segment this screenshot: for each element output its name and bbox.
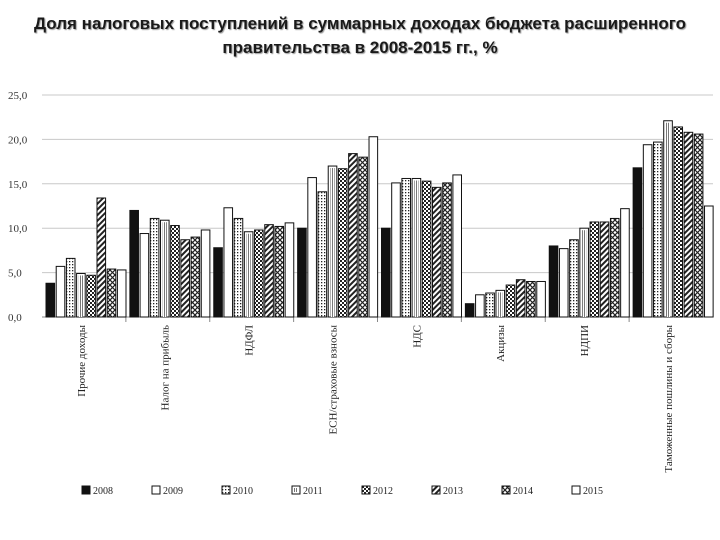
bar-2008 (464, 303, 475, 318)
category-label: НДФЛ (244, 324, 256, 355)
bar-2008 (129, 209, 139, 318)
bar-2010 (401, 177, 411, 318)
bar-2008 (381, 227, 391, 318)
bars (45, 120, 714, 318)
bar-2015 (620, 208, 630, 318)
bar-2010 (65, 257, 76, 318)
bar-2009 (642, 144, 653, 318)
bar-2015 (200, 229, 211, 318)
bar-2014 (693, 133, 704, 318)
bar-2014 (358, 156, 368, 318)
bar-2012 (505, 284, 516, 318)
bar-2009 (307, 177, 317, 318)
legend-label: 2015 (583, 486, 603, 497)
bar-2011-fill (498, 292, 503, 317)
bar-2009 (558, 248, 569, 318)
bar-2008 (45, 282, 56, 318)
bar-2011-fill (414, 180, 419, 317)
legend-label: 2011 (303, 486, 323, 497)
bar-2012 (589, 221, 600, 318)
bar-2008 (297, 227, 307, 318)
bar-2015 (704, 205, 714, 318)
bar-2009 (55, 265, 66, 318)
y-tick-label: 10,0 (8, 223, 28, 235)
bar-2014 (274, 225, 285, 318)
bar-2009 (139, 233, 150, 318)
category-label: Акцизы (495, 324, 507, 361)
bar-2010 (149, 217, 160, 318)
bar-2013 (599, 221, 610, 318)
category-label: НДПИ (579, 325, 591, 356)
bar-2009 (223, 207, 234, 318)
bar-2014 (190, 236, 201, 318)
legend-swatch (221, 485, 231, 495)
bar-2014 (526, 280, 536, 318)
bar-2011-fill (78, 275, 83, 317)
y-tick-label: 20,0 (8, 134, 28, 146)
legend-swatch (501, 485, 511, 495)
bar-2010 (653, 141, 663, 318)
category-label: Прочие доходы (76, 324, 88, 396)
bar-2014 (106, 268, 117, 318)
bar-2013 (515, 279, 526, 318)
bar-2015 (536, 280, 546, 318)
legend-swatch (431, 485, 441, 495)
legend-label: 2013 (443, 486, 463, 497)
category-label: Налог на прибыль (160, 325, 172, 410)
bar-2011-fill (330, 168, 335, 317)
y-tick-label: 15,0 (8, 179, 28, 191)
category-label: ЕСН/страховые взносы (327, 324, 339, 434)
bar-2013 (432, 186, 442, 318)
bar-2010 (233, 217, 244, 318)
bar-2011-fill (582, 230, 587, 317)
legend-label: 2014 (513, 486, 533, 497)
bar-2012 (421, 180, 432, 318)
legend-label: 2009 (163, 486, 183, 497)
tick-labels: 0,0 5,0 10,0 15,0 20,0 25,0 Прочие доходы Налог… (8, 90, 675, 473)
legend: 2008 2009 2010 2011 2012 2013 2014 2015 (81, 485, 603, 497)
bar-2012 (86, 274, 96, 318)
y-tick-label: 0,0 (8, 312, 22, 324)
bar-2008 (632, 167, 643, 318)
bar-2015 (452, 174, 462, 318)
bar-2014 (609, 217, 620, 318)
bar-2009 (391, 182, 401, 318)
bar-2013 (96, 197, 107, 318)
legend-swatch (151, 485, 161, 495)
bar-2010 (569, 239, 579, 318)
bar-2010 (317, 191, 328, 318)
y-tick-label: 5,0 (8, 268, 22, 280)
bar-2013 (180, 239, 190, 318)
bar-2013 (683, 131, 694, 318)
bar-2014 (442, 182, 452, 318)
bar-2011-fill (162, 222, 167, 317)
bar-2012 (337, 168, 348, 318)
chart-title: Доля налоговых поступлений в суммарных д… (33, 14, 687, 57)
category-label: НДС (411, 325, 423, 348)
bar-2012 (254, 229, 264, 318)
bar-2010 (485, 292, 495, 318)
legend-swatch (361, 485, 371, 495)
bar-2008 (213, 247, 223, 318)
bar-2015 (116, 269, 127, 318)
bar-2011-fill (246, 233, 251, 317)
bar-2015 (284, 222, 295, 318)
bar-2008 (548, 245, 559, 318)
bar-2011-fill (665, 122, 671, 317)
bar-2009 (475, 294, 485, 318)
legend-swatch (81, 485, 91, 495)
legend-label: 2010 (233, 486, 253, 497)
bar-2012 (170, 225, 180, 318)
y-tick-label: 25,0 (8, 90, 28, 102)
bar-2012 (673, 126, 684, 318)
bar-2013 (264, 224, 274, 318)
legend-swatch-fill (294, 488, 298, 492)
bar-2015 (368, 136, 379, 318)
legend-swatch (571, 485, 581, 495)
legend-label: 2012 (373, 486, 393, 497)
category-label: Таможенные пошлины и сборы (663, 324, 675, 472)
legend-label: 2008 (93, 486, 113, 497)
bar-2013 (348, 153, 358, 318)
